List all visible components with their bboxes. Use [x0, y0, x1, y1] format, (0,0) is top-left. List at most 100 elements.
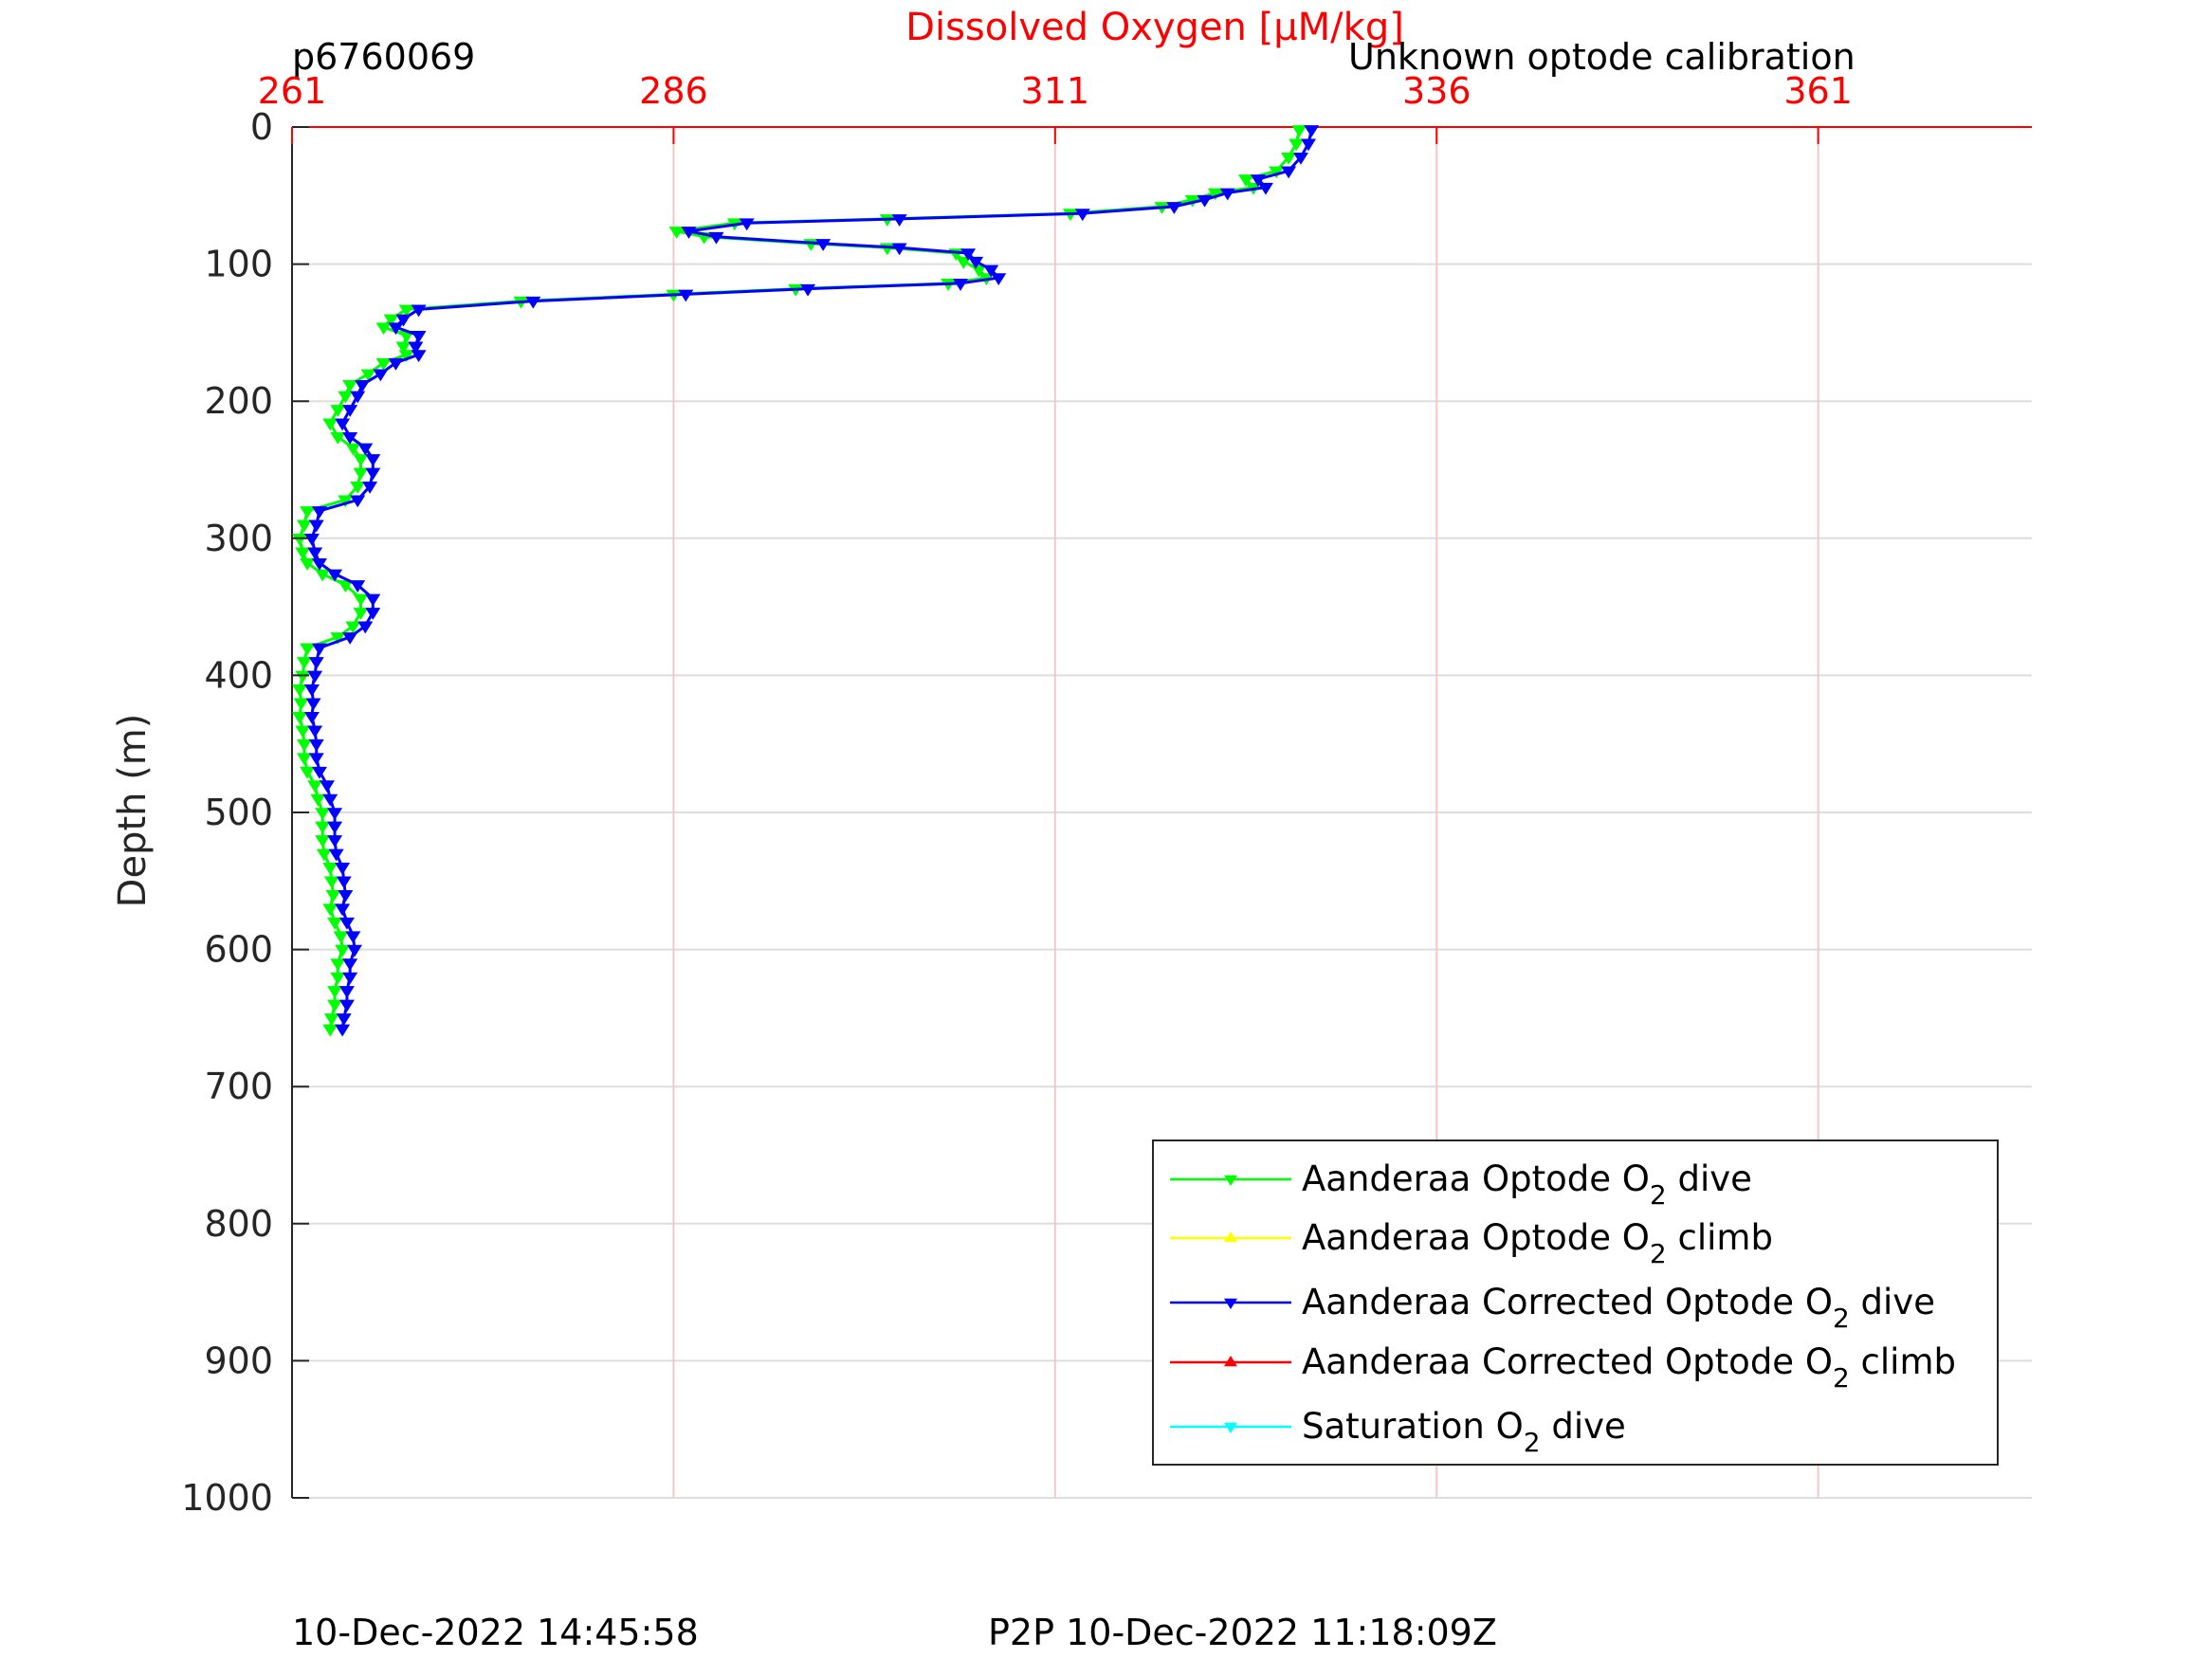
- data-point: [411, 330, 427, 343]
- data-point: [292, 684, 308, 697]
- data-point: [300, 643, 316, 656]
- data-point: [300, 766, 316, 779]
- data-point: [323, 1013, 339, 1026]
- data-point: [336, 1013, 352, 1026]
- data-point: [365, 608, 381, 620]
- data-point: [342, 632, 358, 645]
- y-tick-label-0: 0: [250, 106, 273, 148]
- legend-label-suffix: dive: [1850, 1282, 1935, 1322]
- y-tick-label-300: 300: [204, 518, 273, 559]
- data-point: [1257, 182, 1273, 195]
- data-point: [325, 889, 341, 902]
- data-point: [355, 380, 371, 392]
- legend-swatch-marker: [1224, 1175, 1237, 1186]
- data-point: [338, 999, 355, 1012]
- data-point: [960, 248, 977, 262]
- legend-label-main: Aanderaa Corrected Optode O: [1302, 1341, 1833, 1382]
- y-tick-label-600: 600: [204, 929, 273, 971]
- data-point: [815, 239, 832, 251]
- legend-label: Aanderaa Optode O2 dive: [1302, 1158, 1752, 1211]
- header-left: p6760069: [292, 36, 475, 78]
- data-point: [292, 711, 308, 724]
- data-point: [362, 482, 378, 494]
- data-point: [1207, 188, 1223, 201]
- data-point: [1238, 174, 1254, 187]
- legend-swatch-marker: [1224, 1231, 1237, 1243]
- y-tick-label-900: 900: [204, 1340, 273, 1381]
- data-point: [350, 482, 366, 494]
- data-point: [953, 279, 969, 291]
- data-point: [681, 227, 697, 239]
- data-point: [303, 534, 320, 546]
- x-tick-label-311: 311: [1021, 70, 1090, 112]
- data-point: [311, 506, 327, 519]
- data-point: [328, 848, 344, 862]
- data-point: [353, 467, 369, 481]
- x-tick-label-261: 261: [258, 70, 327, 112]
- data-point: [322, 1024, 338, 1037]
- series-line: [310, 129, 1313, 1030]
- y-tick-label-200: 200: [204, 380, 273, 422]
- y-tick-label-700: 700: [204, 1066, 273, 1107]
- data-point: [395, 314, 411, 327]
- data-point: [315, 835, 331, 848]
- legend-label-subscript: 2: [1833, 1362, 1850, 1394]
- data-point: [307, 725, 323, 738]
- data-point: [316, 848, 332, 862]
- footer-left: 10-Dec-2022 14:45:58: [292, 1612, 699, 1653]
- legend-swatch-marker: [1224, 1422, 1237, 1433]
- series-layer: [292, 125, 1320, 1037]
- data-point: [991, 273, 1007, 286]
- legend-label-suffix: climb: [1850, 1341, 1956, 1382]
- data-point: [335, 944, 351, 957]
- data-point: [296, 657, 312, 669]
- data-point: [968, 256, 984, 269]
- data-point: [327, 808, 343, 820]
- data-point: [345, 931, 361, 944]
- legend-label: Aanderaa Corrected Optode O2 climb: [1302, 1341, 1956, 1394]
- data-point: [338, 917, 355, 930]
- data-point: [739, 218, 755, 231]
- data-point: [338, 889, 354, 902]
- data-point: [411, 304, 427, 318]
- data-point: [375, 357, 392, 371]
- data-point: [327, 917, 343, 930]
- legend-box: [1152, 1139, 1999, 1466]
- data-point: [338, 495, 354, 508]
- data-point: [315, 808, 331, 820]
- legend-label-subscript: 2: [1524, 1427, 1541, 1458]
- data-point: [330, 972, 346, 985]
- data-point: [408, 341, 424, 355]
- data-point: [1281, 153, 1297, 165]
- data-point: [1197, 194, 1213, 208]
- data-point: [330, 632, 346, 645]
- data-point: [330, 431, 346, 445]
- data-point: [308, 738, 324, 752]
- legend-label: Saturation O2 dive: [1302, 1406, 1626, 1458]
- data-point: [1304, 125, 1320, 137]
- legend-entry: Aanderaa Optode O2 climb: [1170, 1217, 1773, 1269]
- data-point: [303, 711, 320, 724]
- data-point: [330, 958, 346, 972]
- data-point: [1289, 138, 1305, 152]
- x-tick-label-286: 286: [639, 70, 708, 112]
- data-point: [1301, 138, 1317, 152]
- data-point: [300, 506, 316, 519]
- data-point: [365, 454, 381, 466]
- data-point: [327, 986, 343, 998]
- data-point: [322, 418, 338, 431]
- legend-label-main: Aanderaa Corrected Optode O: [1302, 1282, 1833, 1322]
- data-point: [307, 547, 323, 560]
- legend-swatch-marker: [1224, 1356, 1237, 1367]
- legend-label-main: Aanderaa Optode O: [1302, 1158, 1650, 1199]
- data-point: [342, 405, 358, 417]
- data-point: [295, 670, 311, 684]
- data-point: [311, 766, 327, 779]
- legend-label-suffix: climb: [1667, 1217, 1773, 1258]
- data-point: [335, 903, 351, 917]
- data-point: [350, 391, 366, 404]
- data-point: [327, 999, 343, 1012]
- x-axis-label: Dissolved Oxygen [μM/kg]: [905, 6, 1404, 49]
- legend-label-suffix: dive: [1667, 1158, 1752, 1199]
